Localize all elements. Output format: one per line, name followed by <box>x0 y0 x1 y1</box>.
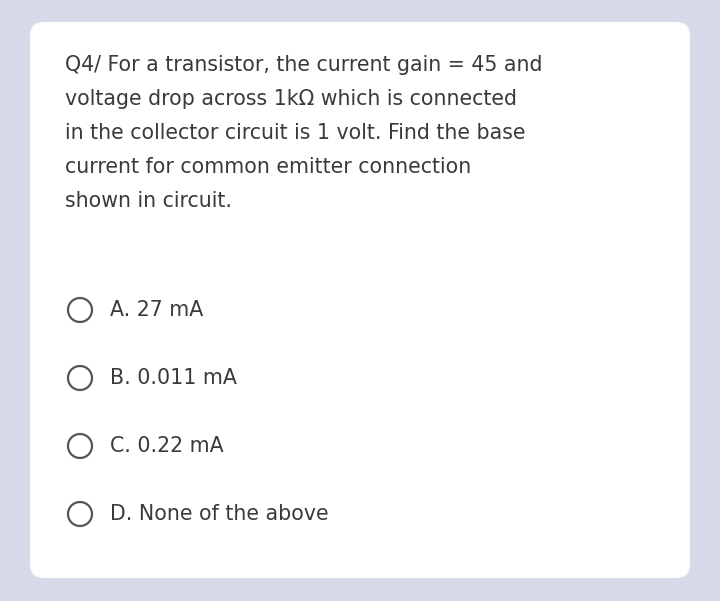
Text: voltage drop across 1kΩ which is connected: voltage drop across 1kΩ which is connect… <box>65 89 517 109</box>
Text: B. 0.011 mA: B. 0.011 mA <box>110 368 237 388</box>
Text: C. 0.22 mA: C. 0.22 mA <box>110 436 224 456</box>
Text: in the collector circuit is 1 volt. Find the base: in the collector circuit is 1 volt. Find… <box>65 123 526 143</box>
Text: D. None of the above: D. None of the above <box>110 504 328 524</box>
Text: Q4/ For a transistor, the current gain = 45 and: Q4/ For a transistor, the current gain =… <box>65 55 542 75</box>
FancyBboxPatch shape <box>30 22 690 578</box>
Text: shown in circuit.: shown in circuit. <box>65 191 232 211</box>
Text: current for common emitter connection: current for common emitter connection <box>65 157 472 177</box>
Text: A. 27 mA: A. 27 mA <box>110 300 203 320</box>
